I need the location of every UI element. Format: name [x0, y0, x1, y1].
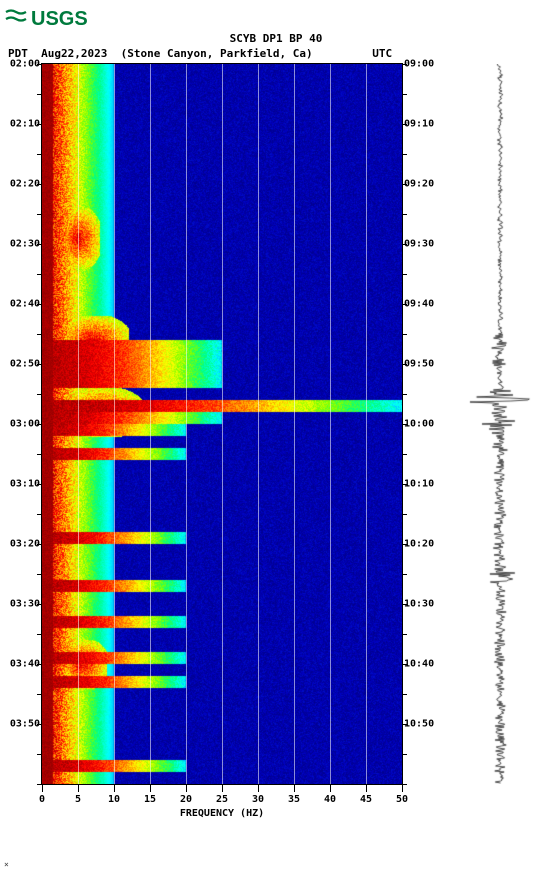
y-tick-right: 09:10	[404, 119, 434, 130]
footer-symbol: ×	[0, 860, 552, 869]
y-tick-right: 09:50	[404, 359, 434, 370]
x-tick: 20	[180, 794, 192, 805]
x-tick: 35	[288, 794, 300, 805]
y-tick-right: 09:30	[404, 239, 434, 250]
chart-subtitle: PDT Aug22,2023 (Stone Canyon, Parkfield,…	[0, 47, 552, 60]
y-tick-left: 03:40	[10, 659, 40, 670]
usgs-logo: USGS	[0, 0, 552, 30]
x-tick: 25	[216, 794, 228, 805]
y-tick-right: 10:30	[404, 599, 434, 610]
x-tick: 5	[75, 794, 81, 805]
y-tick-left: 02:00	[10, 59, 40, 70]
y-tick-left: 03:30	[10, 599, 40, 610]
y-tick-left: 02:10	[10, 119, 40, 130]
logo-text: USGS	[31, 8, 88, 30]
y-tick-right: 10:00	[404, 419, 434, 430]
y-tick-right: 10:20	[404, 539, 434, 550]
y-tick-right: 09:20	[404, 179, 434, 190]
x-tick: 15	[144, 794, 156, 805]
x-tick: 45	[360, 794, 372, 805]
x-tick: 50	[396, 794, 408, 805]
y-tick-left: 02:40	[10, 299, 40, 310]
y-axis-left-pdt: 02:00 02:10 02:20 02:30 02:40 02:50 03:00 03:10…	[0, 60, 42, 784]
seismogram-waveform	[460, 64, 540, 784]
y-tick-left: 03:10	[10, 479, 40, 490]
x-axis-frequency: FREQUENCY (HZ) 05101520253035404550	[42, 784, 402, 824]
y-tick-right: 09:40	[404, 299, 434, 310]
y-tick-right: 10:50	[404, 719, 434, 730]
y-tick-left: 03:50	[10, 719, 40, 730]
chart-area: 02:00 02:10 02:20 02:30 02:40 02:50 03:00 03:10…	[0, 60, 552, 860]
y-tick-left: 03:20	[10, 539, 40, 550]
y-tick-left: 02:30	[10, 239, 40, 250]
y-axis-right-utc: 09:00 09:10 09:20 09:30 09:40 09:50 10:00 10:10…	[402, 60, 450, 784]
y-tick-right: 10:10	[404, 479, 434, 490]
y-tick-left: 02:50	[10, 359, 40, 370]
x-tick: 0	[39, 794, 45, 805]
x-tick: 10	[108, 794, 120, 805]
x-tick: 40	[324, 794, 336, 805]
x-axis-label: FREQUENCY (HZ)	[42, 808, 402, 819]
y-tick-right: 10:40	[404, 659, 434, 670]
chart-title: SCYB DP1 BP 40	[0, 32, 552, 45]
spectrogram	[42, 64, 402, 784]
y-tick-right: 09:00	[404, 59, 434, 70]
y-tick-left: 03:00	[10, 419, 40, 430]
y-tick-left: 02:20	[10, 179, 40, 190]
x-tick: 30	[252, 794, 264, 805]
